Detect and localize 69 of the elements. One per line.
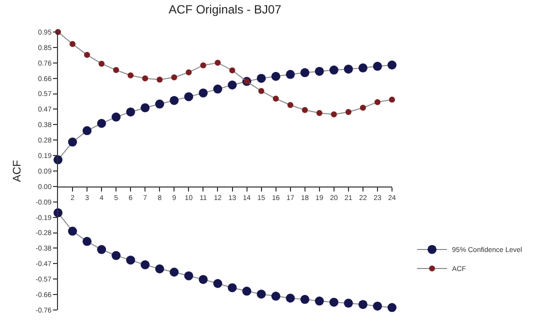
- y-axis-title: ACF: [11, 160, 24, 182]
- point: [214, 60, 221, 66]
- point: [84, 52, 90, 58]
- point: [140, 260, 150, 270]
- point: [374, 99, 380, 106]
- point: [155, 264, 164, 274]
- point: [213, 279, 222, 288]
- point: [302, 107, 308, 114]
- point: [330, 111, 337, 118]
- point: [360, 104, 366, 111]
- point: [184, 92, 194, 102]
- point: [314, 66, 324, 76]
- point: [112, 251, 121, 260]
- point: [256, 74, 266, 83]
- point: [186, 69, 192, 76]
- point: [126, 256, 136, 265]
- point: [358, 63, 368, 72]
- point: [128, 72, 134, 78]
- point: [300, 294, 310, 304]
- point: [271, 292, 280, 301]
- point: [256, 290, 266, 299]
- point: [329, 298, 338, 307]
- point: [126, 107, 136, 116]
- point: [388, 60, 396, 70]
- point: [329, 66, 338, 75]
- point: [345, 108, 352, 115]
- point: [156, 76, 163, 83]
- point: [170, 268, 179, 277]
- point: [97, 118, 106, 128]
- point: [389, 96, 395, 103]
- point: [242, 286, 252, 296]
- point: [68, 138, 78, 147]
- point: [229, 67, 236, 74]
- point: [316, 110, 322, 116]
- point: [171, 74, 178, 80]
- chart-title: ACF Originals - BJ07: [168, 2, 282, 16]
- point: [98, 60, 105, 67]
- point: [113, 67, 120, 74]
- point: [198, 274, 208, 284]
- point: [170, 96, 179, 105]
- point: [344, 298, 353, 308]
- point: [228, 80, 237, 90]
- point: [82, 126, 92, 136]
- point: [300, 68, 310, 78]
- point: [286, 70, 295, 79]
- point: [70, 41, 76, 48]
- point: [228, 283, 237, 292]
- point: [314, 296, 324, 306]
- point: [82, 236, 92, 246]
- point: [198, 88, 208, 98]
- point: [155, 100, 164, 109]
- point: [286, 294, 295, 303]
- point: [258, 88, 264, 94]
- point: [184, 271, 194, 280]
- point: [97, 245, 106, 254]
- point: [112, 112, 121, 122]
- point: [344, 64, 353, 74]
- point: [372, 302, 382, 311]
- point: [372, 62, 382, 71]
- point: [200, 62, 206, 68]
- point: [287, 102, 294, 108]
- point: [388, 303, 396, 312]
- point: [140, 103, 150, 112]
- point: [358, 300, 368, 309]
- point: [142, 75, 148, 82]
- point: [271, 72, 280, 81]
- point: [68, 226, 78, 236]
- point: [272, 96, 279, 102]
- point: [213, 84, 222, 94]
